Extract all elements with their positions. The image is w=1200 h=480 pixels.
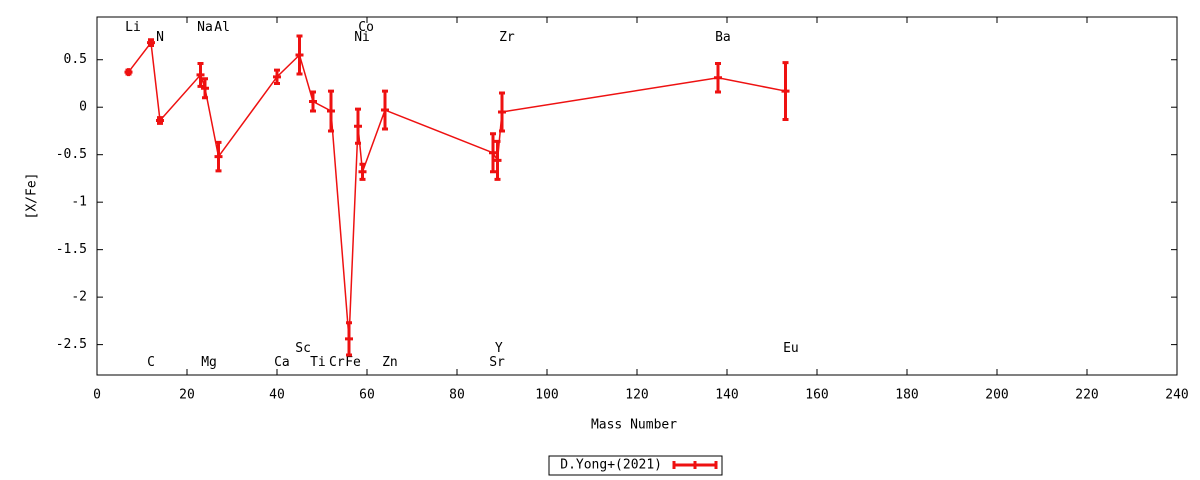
point: [489, 148, 497, 157]
x-tick-label: 160: [805, 388, 828, 403]
point: [295, 50, 304, 59]
point: [498, 107, 506, 116]
y-tick-label: -2: [71, 290, 87, 305]
element-label: Na: [197, 20, 213, 35]
element-label: Co: [358, 20, 374, 35]
x-tick-label: 20: [179, 388, 195, 403]
point: [124, 68, 133, 77]
point: [358, 167, 367, 176]
point: [196, 70, 205, 79]
x-tick-label: 240: [1165, 388, 1188, 403]
element-label: Mg: [201, 355, 217, 370]
y-tick-label: 0.5: [64, 52, 87, 67]
x-tick-label: 120: [625, 388, 648, 403]
series-line: [127, 40, 786, 339]
element-label: Zn: [382, 355, 398, 370]
element-label: Eu: [783, 341, 799, 356]
point: [381, 106, 389, 115]
element-label: Ba: [715, 30, 731, 45]
element-label: N: [156, 30, 164, 45]
legend-box: [548, 455, 723, 476]
element-label: Sc: [295, 341, 311, 356]
element-label: Ti: [310, 355, 326, 370]
x-tick-label: 200: [985, 388, 1008, 403]
element-label: Al: [214, 20, 230, 35]
element-label: Fe: [345, 355, 361, 370]
y-tick-label: -1: [71, 195, 87, 210]
element-label: Ni: [354, 30, 370, 45]
y-tick-label: -0.5: [56, 147, 87, 162]
y-tick-label: -2.5: [56, 337, 87, 352]
point: [273, 72, 281, 81]
element-label: Zr: [499, 30, 515, 45]
point: [345, 334, 353, 343]
point: [156, 116, 164, 125]
x-tick-label: 140: [715, 388, 738, 403]
point: [781, 87, 790, 96]
y-axis-label: [X/Fe]: [25, 173, 40, 220]
x-tick-label: 0: [93, 388, 101, 403]
y-tick-label: 0: [79, 100, 87, 115]
point: [714, 73, 722, 82]
element-label: Li: [125, 20, 141, 35]
legend-label: D.Yong+(2021): [560, 458, 662, 473]
x-tick-label: 40: [269, 388, 285, 403]
x-tick-label: 80: [449, 388, 465, 403]
element-label: Cr: [329, 355, 345, 370]
x-tick-label: 180: [895, 388, 918, 403]
point: [493, 156, 502, 165]
y-tick-label: -1.5: [56, 242, 87, 257]
point: [327, 107, 335, 116]
plot-frame: [96, 16, 1178, 376]
element-label: Sr: [489, 355, 505, 370]
legend-swatch: [672, 461, 718, 469]
point: [354, 122, 362, 131]
element-label: Ca: [274, 355, 290, 370]
point: [201, 84, 209, 93]
point: [214, 152, 223, 161]
point: [309, 97, 317, 106]
x-axis-label: Mass Number: [591, 418, 677, 433]
element-label: Y: [495, 341, 503, 356]
x-tick-label: 100: [535, 388, 558, 403]
element-label: C: [147, 355, 155, 370]
x-tick-label: 220: [1075, 388, 1098, 403]
x-tick-label: 60: [359, 388, 375, 403]
point: [147, 38, 155, 47]
